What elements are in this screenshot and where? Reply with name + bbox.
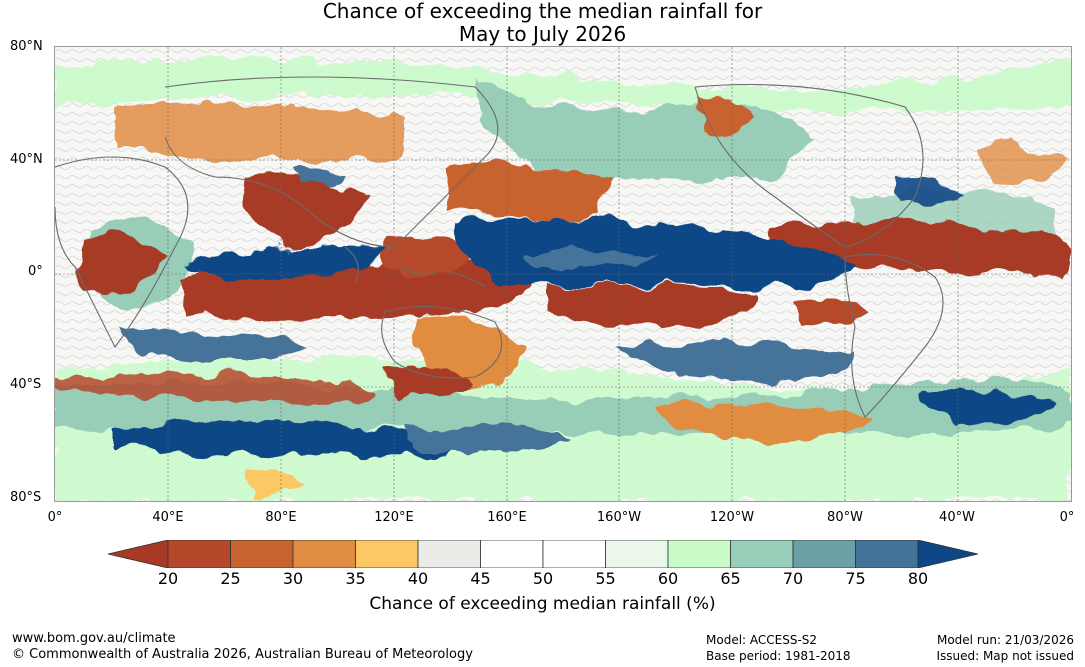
lon-label-0: 0°: [47, 510, 63, 525]
colorbar-tick-label: 40: [407, 569, 429, 588]
lat-label-40n: 40°N: [10, 152, 43, 167]
footer-copyright: © Commonwealth of Australia 2026, Austra…: [12, 647, 473, 662]
colorbar-tick-label: 25: [220, 569, 241, 588]
colorbar-cell: [605, 540, 669, 568]
colorbar-cell: [417, 540, 481, 568]
footer-base-period: Base period: 1981-2018: [706, 649, 851, 663]
lat-label-40s: 40°S: [10, 377, 42, 392]
colorbar-cell: [480, 540, 544, 568]
colorbar-arrow-high: [917, 540, 978, 568]
colorbar-cell: [792, 540, 856, 568]
colorbar: [108, 540, 978, 568]
colorbar-tick-label: 75: [845, 569, 866, 588]
colorbar-arrow-low: [108, 540, 169, 568]
colorbar-tick-label: 45: [470, 569, 491, 588]
colorbar-tick-label: 65: [720, 569, 741, 588]
anomaly-fields: [55, 59, 1071, 501]
lon-label-120w: 120°W: [709, 510, 755, 525]
lon-label-120e: 120°E: [374, 510, 414, 525]
colorbar-cell: [167, 540, 231, 568]
colorbar-cell: [855, 540, 919, 568]
rainfall-map: [54, 46, 1072, 502]
lon-label-160e: 160°E: [487, 510, 527, 525]
colorbar-cell: [230, 540, 294, 568]
lon-label-160w: 160°W: [596, 510, 642, 525]
lat-label-80n: 80°N: [10, 39, 43, 54]
colorbar-cell: [355, 540, 419, 568]
colorbar-tick-label: 30: [282, 569, 304, 588]
colorbar-cell: [292, 540, 356, 568]
lon-label-80w: 80°W: [827, 510, 863, 525]
colorbar-cell: [730, 540, 794, 568]
colorbar-cell: [542, 540, 606, 568]
lat-label-80s: 80°S: [10, 490, 42, 505]
lon-label-40w: 40°W: [939, 510, 975, 525]
colorbar-tick-label: 70: [782, 569, 804, 588]
lat-label-equator: 0°: [28, 264, 43, 279]
colorbar-label: Chance of exceeding median rainfall (%): [369, 594, 716, 614]
graticule: [55, 47, 1071, 501]
colorbar-tick-label: 80: [907, 569, 929, 588]
footer-model: Model: ACCESS-S2: [706, 633, 818, 647]
colorbar-tick-label: 35: [345, 569, 366, 588]
footer-website: www.bom.gov.au/climate: [12, 631, 176, 646]
colorbar-cell: [667, 540, 731, 568]
coastlines: [55, 76, 944, 418]
footer-model-run: Model run: 21/03/2026: [936, 633, 1074, 647]
colorbar-tick-label: 50: [532, 569, 554, 588]
footer-issued: Issued: Map not issued: [936, 649, 1074, 663]
map-title: Chance of exceeding the median rainfall …: [0, 0, 1085, 46]
colorbar-tick-label: 60: [657, 569, 679, 588]
title-line-1: Chance of exceeding the median rainfall …: [322, 0, 763, 23]
title-line-2: May to July 2026: [458, 22, 627, 46]
colorbar-tick-label: 55: [595, 569, 616, 588]
lon-label-80e: 80°E: [265, 510, 297, 525]
colorbar-tick-label: 20: [157, 569, 179, 588]
rainfall-map-svg: [55, 47, 1071, 501]
lon-label-40e: 40°E: [152, 510, 184, 525]
lon-label-0-east: 0°: [1059, 510, 1075, 525]
